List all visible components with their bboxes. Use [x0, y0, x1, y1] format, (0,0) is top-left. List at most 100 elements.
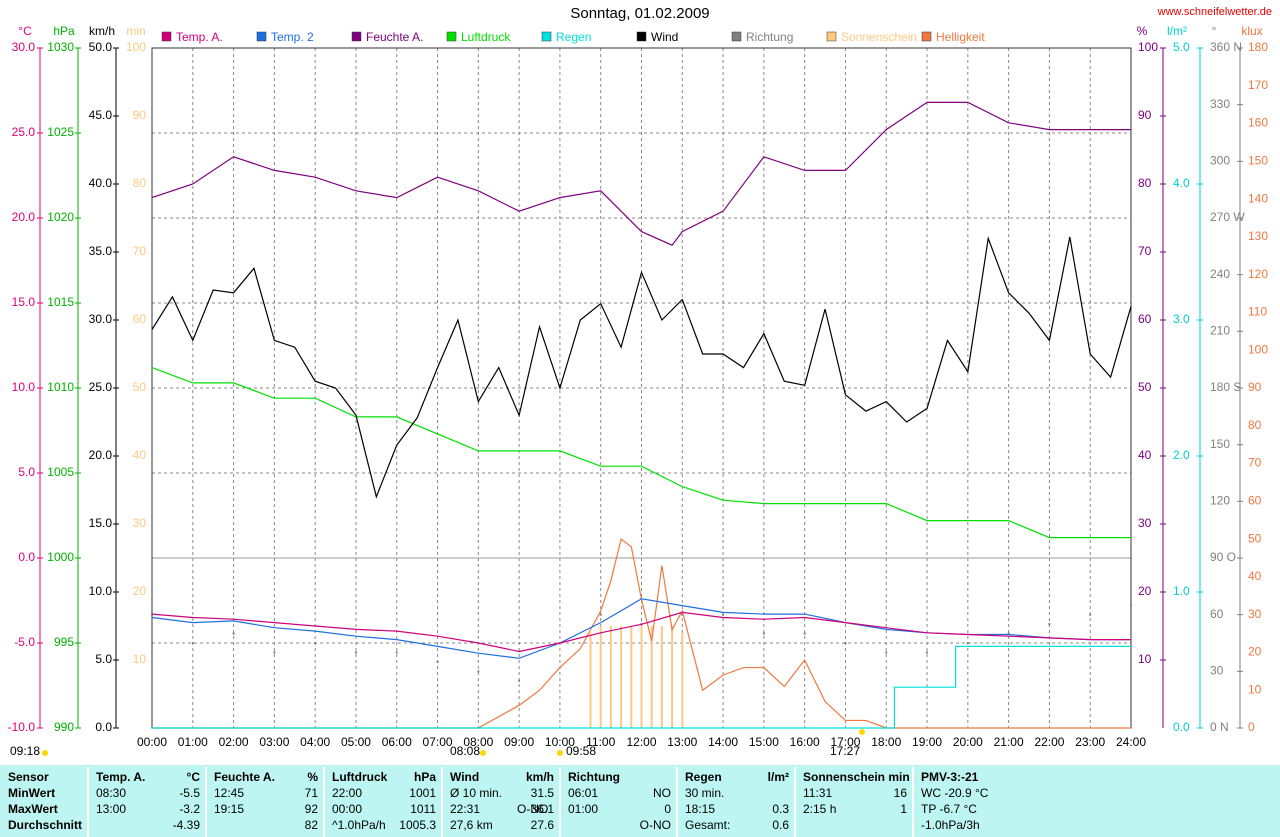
table-cell: Durchschnitt: [8, 818, 82, 832]
y-tick-label: 1025: [47, 125, 74, 139]
legend-label: Temp. 2: [271, 30, 314, 44]
table-cell: 00:00: [332, 802, 362, 816]
y-tick-label: 10: [1138, 652, 1152, 666]
table-cell: Sensor: [8, 770, 49, 784]
x-tick-label: 06:00: [382, 735, 412, 749]
table-cell: 1001: [409, 786, 436, 800]
x-tick-label: 07:00: [423, 735, 453, 749]
y-tick-label: 50: [133, 380, 147, 394]
table-cell: Richtung: [568, 770, 620, 784]
axis-title: klux: [1241, 24, 1262, 38]
sun-icon: [557, 750, 563, 756]
table-cell: 13:00: [96, 802, 126, 816]
direction-dot: [477, 670, 480, 673]
y-tick-label: 1000: [47, 550, 74, 564]
y-tick-label: 30: [1248, 607, 1262, 621]
y-tick-label: 120: [1210, 494, 1230, 508]
y-tick-label: 5.0: [1173, 40, 1190, 54]
y-tick-label: 45.0: [89, 108, 113, 122]
x-tick-label: 04:00: [300, 735, 330, 749]
y-tick-label: 150: [1248, 154, 1268, 168]
series-line: [151, 101, 1131, 246]
y-tick-label: 240: [1210, 267, 1230, 281]
table-cell: 18:15: [685, 802, 715, 816]
x-tick-label: 24:00: [1116, 735, 1146, 749]
y-tick-label: 4.0: [1173, 176, 1190, 190]
table-cell: Gesamt:: [685, 818, 730, 832]
direction-dot: [436, 660, 439, 663]
y-tick-label: 10: [133, 652, 147, 666]
table-cell: NO: [653, 786, 671, 800]
y-tick-label: 0.0: [18, 550, 35, 564]
y-tick-label: 60: [1138, 312, 1152, 326]
table-cell: 27,6 km: [450, 818, 493, 832]
x-tick-label: 15:00: [749, 735, 779, 749]
chart-title: Sonntag, 01.02.2009: [570, 5, 709, 22]
series-line: [151, 236, 1132, 499]
x-tick-label: 21:00: [994, 735, 1024, 749]
series-line: [151, 611, 1131, 653]
y-tick-label: 70: [1248, 456, 1262, 470]
x-tick-label: 00:00: [137, 735, 167, 749]
y-tick-label: -10.0: [8, 720, 36, 734]
direction-dot: [395, 651, 398, 654]
table-cell: l/m²: [768, 770, 789, 784]
y-tick-label: 20: [1248, 645, 1262, 659]
table-cell: -5.5: [179, 786, 200, 800]
table-cell: 11:31: [803, 786, 832, 800]
legend-swatch: [731, 31, 742, 42]
x-tick-label: 05:00: [341, 735, 371, 749]
table-cell: 0: [664, 802, 671, 816]
y-tick-label: 3.0: [1173, 312, 1190, 326]
y-tick-label: 20.0: [12, 210, 36, 224]
table-cell: MaxWert: [8, 802, 58, 816]
axis-title: l/m²: [1167, 24, 1187, 38]
direction-dot: [966, 642, 969, 644]
legend-label: Helligkeit: [936, 30, 985, 44]
y-tick-label: 1010: [47, 380, 74, 394]
table-cell: 12:45: [214, 786, 244, 800]
axis-title: °: [1212, 24, 1217, 38]
table-cell: TP -6.7 °C: [921, 802, 977, 816]
x-tick-label: 12:00: [626, 735, 656, 749]
direction-dot: [314, 642, 317, 644]
x-tick-label: 08:00: [463, 735, 493, 749]
y-tick-label: 50: [1138, 380, 1152, 394]
table-cell: PMV-3:-21: [921, 770, 979, 784]
series-line: [152, 645, 1131, 729]
y-tick-label: 1020: [47, 210, 74, 224]
table-cell: -1.0hPa/3h: [921, 818, 980, 832]
y-tick-label: 80: [1248, 418, 1262, 432]
annotation: 08:08: [450, 744, 480, 758]
legend-swatch: [636, 31, 647, 42]
legend-swatch: [351, 31, 362, 42]
table-cell: 22:00: [332, 786, 362, 800]
y-tick-label: 35.0: [89, 244, 113, 258]
axis-title: hPa: [53, 24, 75, 38]
x-tick-label: 11:00: [586, 735, 615, 749]
y-tick-label: 30.0: [12, 40, 36, 54]
table-cell: hPa: [414, 770, 436, 784]
y-tick-label: 160: [1248, 116, 1268, 130]
table-cell: 30 min.: [685, 786, 724, 800]
y-tick-label: 30: [1138, 516, 1152, 530]
y-tick-label: 210: [1210, 324, 1230, 338]
annotation: 09:58: [566, 744, 596, 758]
y-tick-label: 15.0: [89, 516, 113, 530]
x-tick-label: 02:00: [219, 735, 249, 749]
direction-dot: [1130, 604, 1132, 607]
y-tick-label: 10.0: [12, 380, 36, 394]
sun-icon: [42, 750, 48, 756]
source: www.schneifelwetter.de: [1157, 6, 1272, 18]
direction-dot: [681, 613, 684, 616]
legend-label: Richtung: [746, 30, 793, 44]
y-tick-label: 180 S: [1210, 380, 1241, 394]
legend-swatch: [161, 31, 172, 42]
table-cell: MinWert: [8, 786, 55, 800]
legend-label: Sonnenschein: [841, 30, 917, 44]
table-cell: 1011: [410, 802, 436, 816]
x-tick-label: 09:00: [504, 735, 534, 749]
y-tick-label: 20.0: [89, 448, 113, 462]
